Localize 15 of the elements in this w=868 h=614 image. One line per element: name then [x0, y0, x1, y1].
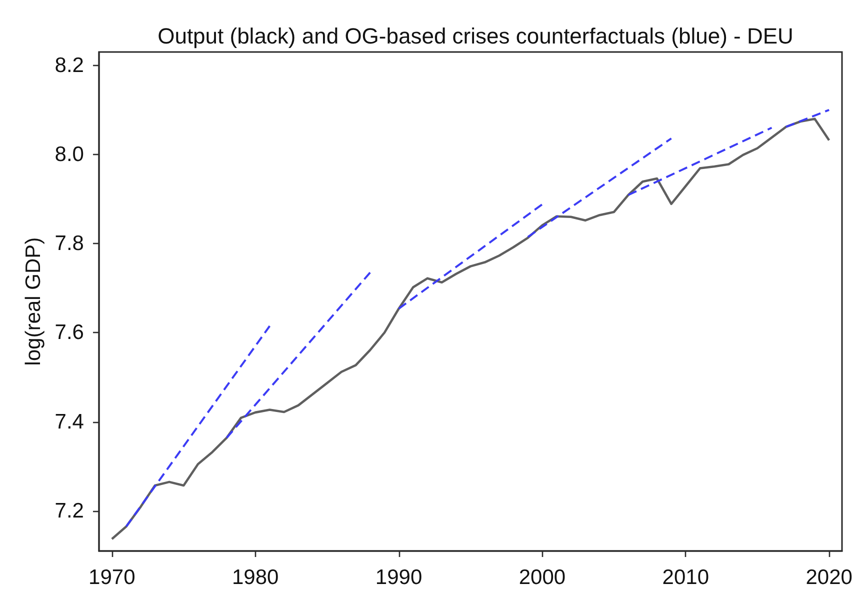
x-tick-label: 2010: [662, 566, 710, 589]
x-tick-label: 1980: [232, 566, 279, 589]
y-tick-label: 8.0: [54, 142, 84, 166]
y-tick-label: 7.4: [54, 410, 84, 434]
y-axis-title: log(real GDP): [22, 237, 45, 366]
y-tick-label: 7.2: [54, 499, 84, 522]
x-tick-label: 2020: [806, 566, 852, 589]
chart-title: Output (black) and OG-based crises counterfactuals (blue) - DEU: [158, 24, 794, 48]
x-tick-label: 2000: [518, 566, 566, 589]
x-tick-label: 1970: [88, 566, 136, 589]
y-tick-label: 7.6: [54, 321, 84, 344]
x-tick-label: 1990: [375, 566, 422, 589]
y-tick-label: 7.8: [54, 232, 84, 256]
y-tick-label: 8.2: [54, 54, 84, 77]
line-series: [110, 118, 830, 540]
